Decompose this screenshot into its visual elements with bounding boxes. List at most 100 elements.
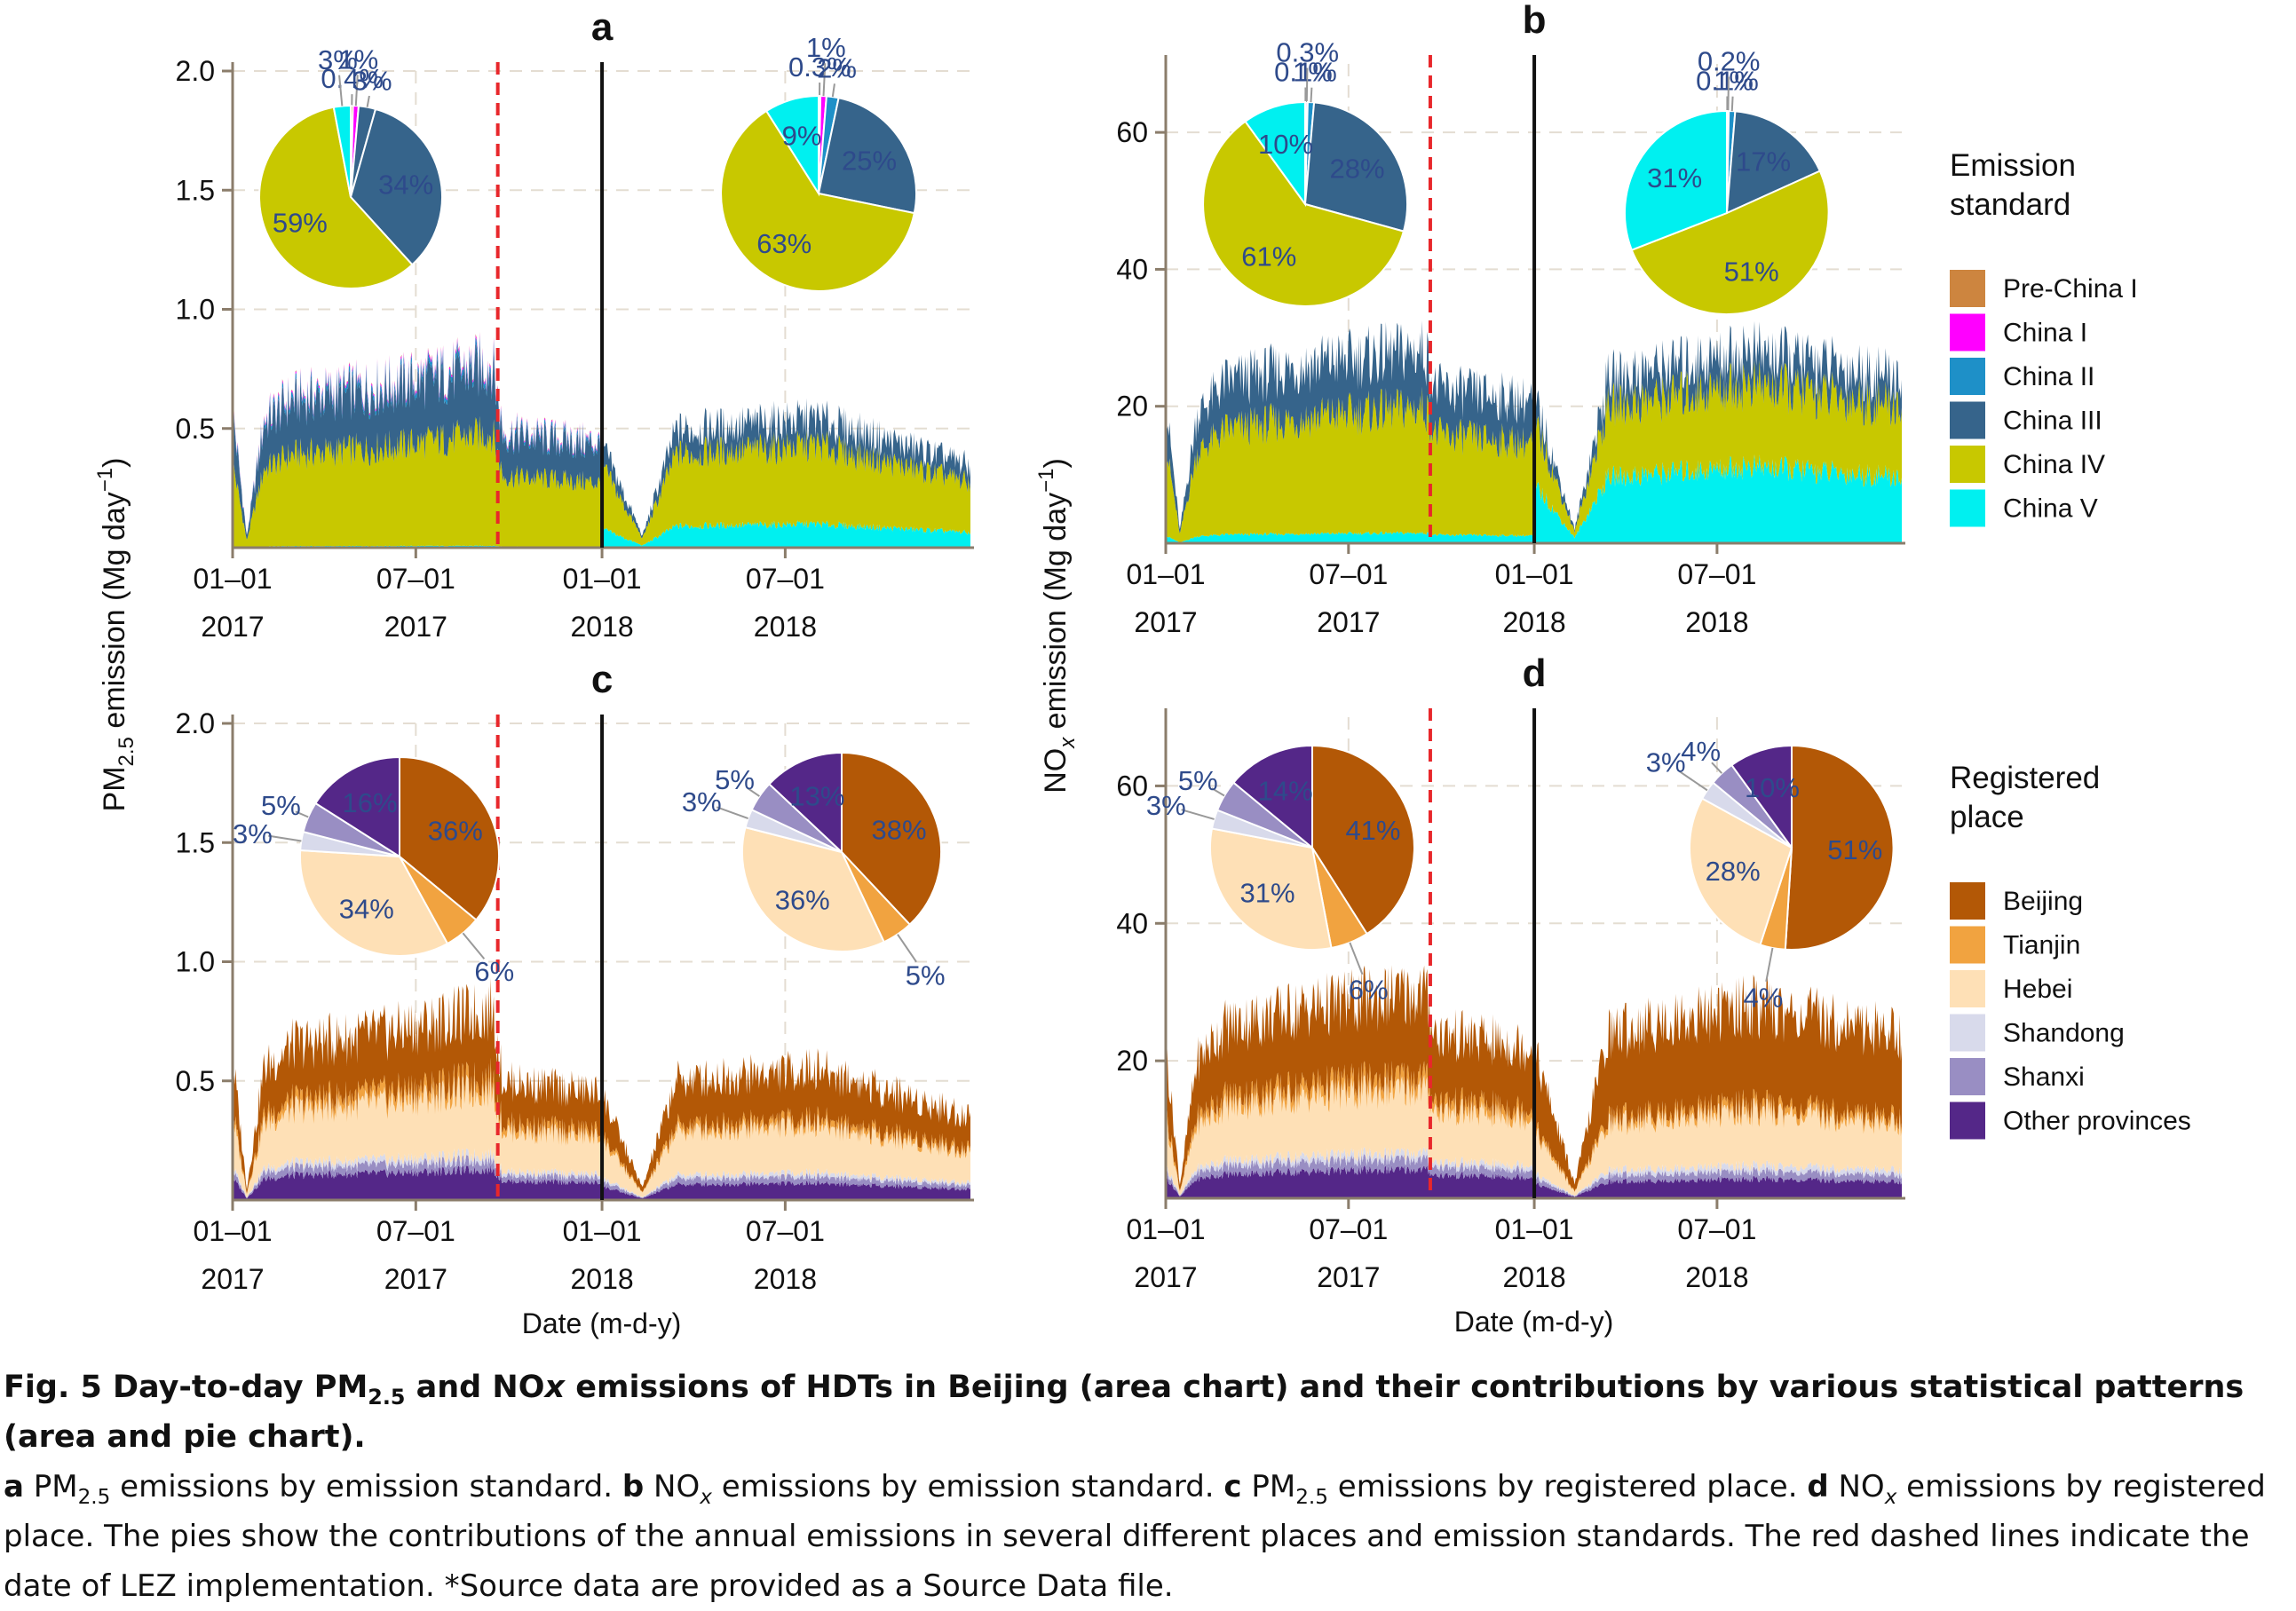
y-axis-title-pm: PM2.5 emission (Mg day−1) xyxy=(93,458,139,812)
legend-item-label: China II xyxy=(2003,362,2094,391)
y-axis-title-nox: NOx emission (Mg day−1) xyxy=(1034,458,1080,794)
pie-slice-label: 16% xyxy=(343,787,398,818)
pie-slice-label: 25% xyxy=(842,146,897,177)
x-tick-label-year: 2018 xyxy=(1685,606,1748,638)
pie-slice-label: 5% xyxy=(906,960,946,991)
y-tick-label: 40 xyxy=(1116,907,1148,939)
pie-slice-label: 4% xyxy=(1681,736,1721,767)
x-tick-label-month: 01–01 xyxy=(1495,1213,1574,1245)
legend-item-label: Shanxi xyxy=(2003,1062,2085,1092)
x-tick-label-month: 07–01 xyxy=(1309,1213,1388,1245)
figure-caption: Fig. 5 Day-to-day PM2.5 and NOx emission… xyxy=(4,1362,2285,1611)
pie-2018: 38%5%36%3%5%13% xyxy=(682,753,946,991)
legend-item-label: Shandong xyxy=(2003,1019,2125,1048)
pie-slice-label: 5% xyxy=(715,764,755,795)
legend-item-label: Pre-China I xyxy=(2003,274,2138,304)
pie-2018: 0.1%0.2%1%17%51%31% xyxy=(1625,46,1829,315)
legend-item-label: China V xyxy=(2003,494,2098,524)
panel-c: 0.51.01.52.001–01201707–01201701–0120180… xyxy=(176,658,974,1339)
pie-leader-line xyxy=(368,96,369,107)
legend-swatch xyxy=(1950,314,1985,351)
pie-slice-label: 51% xyxy=(1827,834,1882,865)
pie-leader-line xyxy=(1182,809,1215,819)
legend-swatch xyxy=(1950,927,1985,964)
panel-letter: b xyxy=(1523,0,1547,42)
caption-title: Fig. 5 Day-to-day PM2.5 and NOx emission… xyxy=(4,1362,2285,1462)
legend-swatch xyxy=(1950,1102,1985,1140)
legend-title: Emission xyxy=(1950,148,2076,183)
legend-swatch xyxy=(1950,446,1985,483)
x-tick-label-month: 07–01 xyxy=(1677,558,1756,590)
pie-slice-label: 51% xyxy=(1724,257,1779,288)
x-tick-label-year: 2017 xyxy=(384,1263,447,1295)
x-tick-label-year: 2017 xyxy=(1134,1261,1197,1293)
pie-2017: 36%6%34%3%5%16% xyxy=(233,757,514,987)
pie-leader-line xyxy=(833,83,835,97)
x-tick-label-year: 2018 xyxy=(754,1263,817,1295)
legend-item-label: Tianjin xyxy=(2003,931,2080,960)
legend-swatch xyxy=(1950,270,1985,307)
pie-slice-label: 3% xyxy=(1646,747,1686,778)
pie-slice-label: 10% xyxy=(1745,772,1800,803)
y-tick-label: 1.0 xyxy=(176,946,215,978)
legend-title: standard xyxy=(1950,187,2070,222)
x-tick-label-year: 2017 xyxy=(1317,606,1380,638)
pie-slice-label: 61% xyxy=(1241,241,1296,272)
legend-swatch xyxy=(1950,402,1985,439)
legend-swatch xyxy=(1950,490,1985,527)
panel-letter: c xyxy=(591,658,613,701)
y-tick-label: 1.5 xyxy=(176,826,215,858)
x-tick-label-month: 01–01 xyxy=(1495,558,1574,590)
x-tick-label-year: 2018 xyxy=(1685,1261,1748,1293)
pie-slice-label: 2% xyxy=(817,52,857,83)
legend-title: Registered xyxy=(1950,761,2100,795)
legend-swatch xyxy=(1950,882,1985,920)
pie-slice-label: 5% xyxy=(1178,765,1218,796)
panel-letter: d xyxy=(1523,652,1547,695)
x-tick-label-month: 01–01 xyxy=(194,563,273,595)
pie-slice-label: 6% xyxy=(474,956,514,987)
y-tick-label: 60 xyxy=(1116,770,1148,802)
pie-leader-line xyxy=(1732,97,1733,111)
panel-a: 0.51.01.52.001–01201707–01201701–0120180… xyxy=(176,5,974,643)
x-tick-label-month: 07–01 xyxy=(1677,1213,1756,1245)
legend-item-label: China I xyxy=(2003,319,2087,348)
legend-title: place xyxy=(1950,800,2024,834)
y-tick-label: 20 xyxy=(1116,1045,1148,1077)
pie-slice-label: 6% xyxy=(1349,974,1389,1005)
x-tick-label-year: 2017 xyxy=(201,1263,264,1295)
pie-slice-label: 1% xyxy=(1293,57,1333,88)
x-axis-title: Date (m-d-y) xyxy=(1454,1306,1614,1338)
pie-leader-line xyxy=(268,836,301,841)
pie-slice-label: 28% xyxy=(1706,856,1761,887)
x-tick-label-month: 01–01 xyxy=(1127,558,1206,590)
panel-b: 20406001–01201707–01201701–01201807–0120… xyxy=(1116,0,1905,638)
pie-2017: 0.1%0.3%1%28%61%10% xyxy=(1203,37,1407,306)
x-tick-label-month: 07–01 xyxy=(376,563,455,595)
pie-leader-line xyxy=(463,933,484,959)
x-tick-label-month: 01–01 xyxy=(194,1215,273,1247)
pie-slice-label: 1% xyxy=(1714,66,1754,97)
x-tick-label-year: 2018 xyxy=(570,1263,633,1295)
pie-leader-line xyxy=(1310,88,1311,102)
x-tick-label-month: 07–01 xyxy=(1309,558,1388,590)
pie-leader-line xyxy=(1350,943,1362,975)
legend-swatch xyxy=(1950,1015,1985,1052)
pie-slice-label: 10% xyxy=(1258,129,1313,160)
y-tick-label: 0.5 xyxy=(176,413,215,445)
x-axis-title: Date (m-d-y) xyxy=(522,1307,682,1339)
pie-2017: 0.4%1%3%34%59%3% xyxy=(259,43,442,288)
x-tick-label-year: 2018 xyxy=(570,611,633,643)
legend-swatch xyxy=(1950,970,1985,1007)
x-tick-label-year: 2017 xyxy=(1317,1261,1380,1293)
figure-canvas: 0.5 1.0 1.5 2.0 01–01 2017 07–01 2017 01–01 2018 0… xyxy=(0,0,2296,1340)
pie-slice-label: 3% xyxy=(352,65,392,96)
legend-item-label: China III xyxy=(2003,407,2102,436)
pie-leader-line xyxy=(898,935,916,962)
x-tick-label-month: 07–01 xyxy=(376,1215,455,1247)
panel-letter: a xyxy=(591,5,614,49)
pie-slice-label: 9% xyxy=(782,120,822,151)
pie-slice-label: 59% xyxy=(273,208,328,239)
pie-slice-label: 36% xyxy=(428,815,483,846)
y-tick-label: 2.0 xyxy=(176,55,215,87)
